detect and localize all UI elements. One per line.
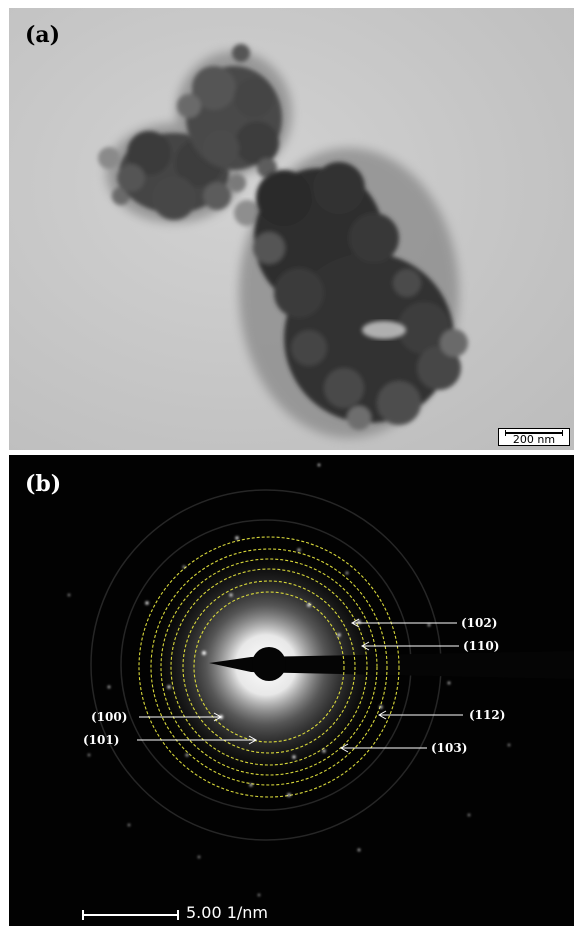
label-112: (112) (469, 708, 505, 722)
small-particle (234, 200, 260, 226)
label-arrows (137, 618, 463, 753)
label-102: (102) (461, 616, 497, 630)
ring-103 (150, 548, 388, 786)
ring-101 (182, 580, 356, 754)
label-100: (100) (91, 710, 127, 724)
scale-bar-line (82, 910, 179, 920)
tem-image-panel: (a) 200 nm (9, 8, 574, 450)
left-agglomerate (98, 131, 246, 220)
label-103: (103) (431, 741, 467, 755)
ring-110 (160, 558, 378, 776)
beam-stop-disk (252, 647, 286, 681)
diffraction-pattern: (102) (110) (100) (101) (112) (103) (68, 463, 574, 896)
upper-agglomerate (177, 44, 282, 178)
ring-102 (170, 568, 368, 766)
label-101: (101) (83, 733, 119, 747)
large-agglomerate (253, 162, 468, 430)
scale-bar-200nm: 200 nm (498, 428, 570, 446)
beam-stop (209, 651, 574, 679)
scale-bar-line (505, 430, 563, 436)
label-110: (110) (463, 639, 499, 653)
scale-bar-text: 5.00 1/nm (186, 903, 269, 922)
saed-pattern-panel: (102) (110) (100) (101) (112) (103) (b) … (9, 455, 574, 926)
panel-b-label: (b) (25, 471, 62, 497)
ring-112 (138, 536, 400, 798)
bright-gap (362, 321, 406, 339)
scale-bar-5nm-inverse: 5.00 1/nm (82, 903, 302, 926)
indexed-rings (138, 536, 400, 798)
panel-a-label: (a) (25, 22, 61, 48)
ring-100 (193, 591, 345, 743)
scale-bar-text: 200 nm (512, 433, 556, 446)
tem-micrograph (9, 8, 574, 450)
